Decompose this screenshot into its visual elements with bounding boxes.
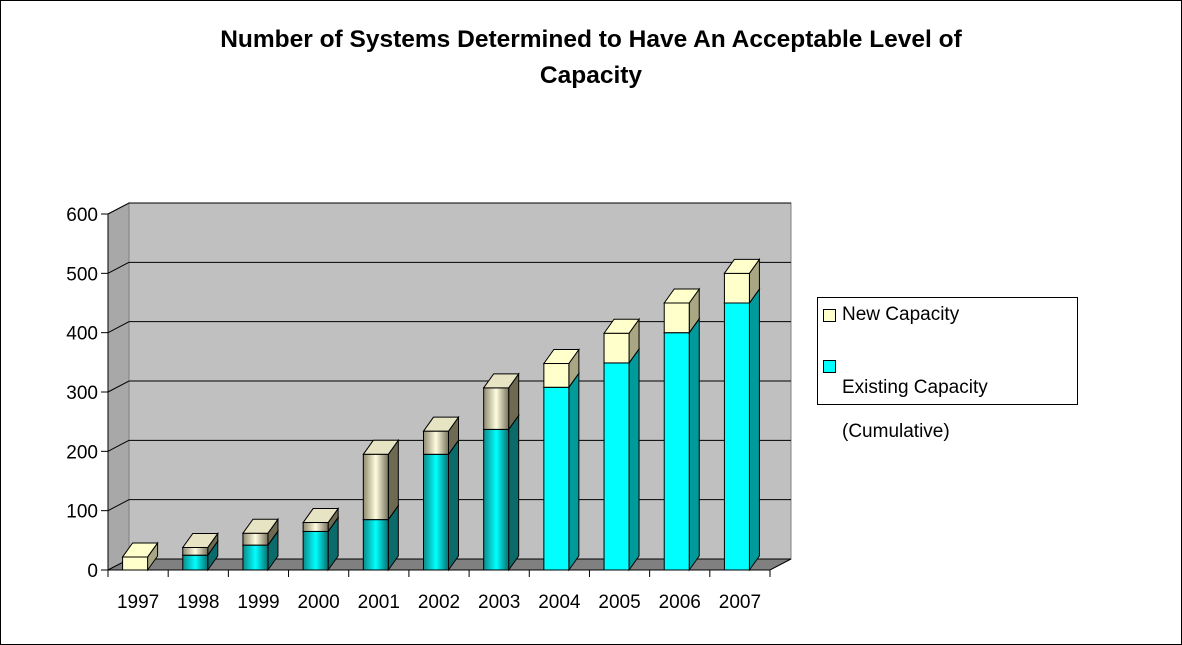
bar-existing-2006-side	[688, 317, 700, 572]
legend-swatch-existing-capacity	[823, 360, 836, 373]
y-tick-label: 300	[66, 383, 98, 404]
bar-new-2003	[482, 372, 520, 431]
bar-new-2000-front	[302, 522, 329, 532]
chart-title-line-1: Number of Systems Determined to Have An …	[220, 26, 962, 53]
y-tick-label: 100	[66, 502, 98, 523]
bar-new-1997	[121, 541, 159, 572]
x-tick-label: 1997	[117, 592, 159, 613]
x-tick-label: 2007	[719, 592, 761, 613]
legend-item-existing-capacity: Existing Capacity (Cumulative)	[818, 355, 988, 443]
x-tick-label: 1998	[177, 592, 219, 613]
bar-new-2001-top	[362, 439, 400, 455]
bar-existing-2007	[723, 287, 761, 572]
bar-new-2005-top	[603, 318, 641, 334]
y-tick-label: 0	[87, 561, 98, 582]
legend: New Capacity Existing Capacity (Cumulati…	[817, 297, 1078, 442]
gridline	[107, 202, 791, 215]
bar-existing-2003-side	[508, 413, 520, 572]
bar-new-2006-front	[663, 302, 690, 334]
bar-existing-2002	[422, 438, 460, 572]
bar-existing-1999-front	[242, 544, 269, 571]
legend-swatch-new-capacity	[823, 309, 836, 322]
bar-new-1999-front	[242, 532, 269, 546]
bar-new-2000	[302, 506, 340, 533]
bar-existing-2006-front	[663, 332, 690, 571]
legend-label-existing-capacity-line-1: Existing Capacity	[842, 377, 988, 398]
legend-label-existing-capacity: Existing Capacity (Cumulative)	[842, 355, 988, 443]
bar-existing-2005-front	[603, 362, 630, 571]
x-tick-label: 2000	[297, 592, 339, 613]
bar-new-2002-top	[422, 416, 460, 432]
bar-new-2005-front	[603, 332, 630, 364]
bar-new-2006	[663, 287, 701, 335]
bar-existing-2006	[663, 317, 701, 572]
bar-existing-2004-side	[568, 371, 580, 572]
chart-title-line-2: Capacity	[539, 62, 643, 89]
legend-label-new-capacity: New Capacity	[842, 304, 960, 325]
bar-existing-2003-front	[483, 428, 510, 571]
tick-labels: 0 100 200 300 400 500 600 1997 1998 1999 2000 2001 2…	[66, 205, 761, 613]
y-tick-label: 400	[66, 324, 98, 345]
gridline	[107, 321, 791, 334]
bar-new-2006-top	[663, 288, 701, 304]
bar-new-1999-top	[241, 518, 279, 534]
x-tick-label: 2003	[478, 592, 520, 613]
bar-existing-2005	[603, 347, 641, 572]
x-tick-label: 2001	[358, 592, 400, 613]
bar-new-2007	[723, 257, 761, 305]
x-tick-label: 2004	[538, 592, 581, 613]
bar-new-2003-top	[482, 373, 520, 389]
bar-new-1998	[181, 531, 219, 557]
bar-new-2004-front	[543, 363, 570, 388]
x-tick-label: 2005	[598, 592, 640, 613]
bar-new-2003-front	[483, 387, 510, 430]
legend-item-new-capacity: New Capacity	[818, 304, 959, 326]
bar-existing-1998-front	[182, 554, 209, 571]
bar-existing-2003	[482, 413, 520, 572]
bar-new-1999	[241, 517, 279, 547]
bar-new-2007-top	[723, 258, 761, 274]
bar-new-1998-front	[182, 546, 209, 556]
bar-existing-2004-front	[543, 386, 570, 571]
x-tick-label: 2006	[659, 592, 701, 613]
bar-existing-2005-side	[628, 347, 640, 572]
bar-existing-2007-front	[723, 302, 750, 571]
legend-label-existing-capacity-line-2: (Cumulative)	[842, 421, 950, 442]
bar-new-1997-top	[121, 542, 159, 558]
bar-existing-2000-front	[302, 530, 329, 571]
bar-new-2005	[603, 317, 641, 365]
bar-new-1998-top	[181, 532, 219, 548]
bars	[121, 257, 761, 572]
y-tick-label: 600	[66, 205, 98, 226]
bar-existing-2002-front	[423, 453, 449, 571]
y-tick-label: 500	[66, 264, 98, 285]
bar-existing-2007-side	[748, 287, 760, 572]
bar-new-2002	[422, 415, 460, 456]
gridline	[107, 261, 791, 274]
bar-new-2001	[362, 438, 400, 522]
bar-new-2002-front	[423, 430, 449, 455]
bar-new-1997-front	[122, 556, 149, 571]
bar-existing-2001-front	[362, 519, 389, 571]
bar-new-2001-front	[362, 453, 389, 521]
y-tick-label: 200	[66, 442, 98, 463]
bar-new-2007-front	[723, 272, 750, 304]
x-tick-label: 1999	[237, 592, 279, 613]
bar-existing-2004	[542, 371, 580, 572]
x-tick-label: 2002	[418, 592, 460, 613]
bar-new-2000-top	[302, 508, 340, 524]
chart-title: Number of Systems Determined to Have An …	[0, 22, 1182, 94]
bar-existing-2002-side	[448, 438, 459, 572]
bar-new-2004	[542, 347, 580, 389]
bar-new-2004-top	[542, 349, 580, 365]
